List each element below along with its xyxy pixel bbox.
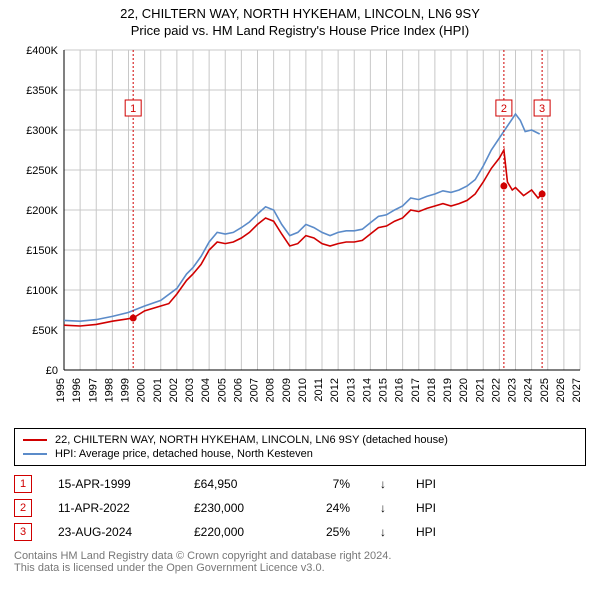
svg-text:2000: 2000 [136, 378, 148, 402]
event-price: £230,000 [194, 501, 284, 515]
svg-text:2004: 2004 [200, 378, 212, 402]
event-price: £220,000 [194, 525, 284, 539]
svg-text:2018: 2018 [426, 378, 438, 402]
chart-area: £0 £50K £100K £150K £200K £250K £300K £350K £400… [10, 40, 590, 420]
event-row: 1 15-APR-1999 £64,950 7% ↓ HPI [14, 472, 586, 496]
event-marker-icon: 2 [14, 499, 32, 517]
svg-text:2019: 2019 [442, 378, 454, 402]
svg-text:2015: 2015 [378, 378, 390, 402]
event-pct: 25% [310, 525, 350, 539]
event-suffix: HPI [416, 525, 436, 539]
svg-text:2012: 2012 [329, 378, 341, 402]
svg-text:2024: 2024 [523, 378, 535, 402]
svg-text:2020: 2020 [458, 378, 470, 402]
title-sub: Price paid vs. HM Land Registry's House … [10, 23, 590, 38]
svg-text:1996: 1996 [71, 378, 83, 402]
svg-text:1998: 1998 [103, 378, 115, 402]
svg-text:2021: 2021 [474, 378, 486, 402]
svg-text:3: 3 [539, 103, 545, 115]
svg-text:2003: 2003 [184, 378, 196, 402]
chart-container: 22, CHILTERN WAY, NORTH HYKEHAM, LINCOLN… [0, 0, 600, 574]
event-suffix: HPI [416, 501, 436, 515]
footer-line2: This data is licensed under the Open Gov… [14, 562, 586, 574]
event-row: 2 11-APR-2022 £230,000 24% ↓ HPI [14, 496, 586, 520]
down-arrow-icon: ↓ [376, 525, 390, 539]
svg-text:£300K: £300K [26, 125, 58, 137]
svg-text:2017: 2017 [410, 378, 422, 402]
down-arrow-icon: ↓ [376, 477, 390, 491]
svg-text:1: 1 [130, 103, 136, 115]
event-date: 11-APR-2022 [58, 501, 168, 515]
svg-text:£0: £0 [46, 365, 58, 377]
legend-box: 22, CHILTERN WAY, NORTH HYKEHAM, LINCOLN… [14, 428, 586, 466]
svg-text:2009: 2009 [281, 378, 293, 402]
event-pct: 7% [310, 477, 350, 491]
legend-row: HPI: Average price, detached house, Nort… [23, 447, 577, 461]
svg-text:1995: 1995 [55, 378, 67, 402]
svg-text:2016: 2016 [394, 378, 406, 402]
svg-text:2022: 2022 [490, 378, 502, 402]
svg-text:2001: 2001 [152, 378, 164, 402]
event-marker-icon: 1 [14, 475, 32, 493]
legend-row: 22, CHILTERN WAY, NORTH HYKEHAM, LINCOLN… [23, 433, 577, 447]
svg-text:1999: 1999 [120, 378, 132, 402]
event-pct: 24% [310, 501, 350, 515]
events-table: 1 15-APR-1999 £64,950 7% ↓ HPI 2 11-APR-… [14, 472, 586, 544]
legend-swatch-hpi [23, 453, 47, 455]
svg-text:£350K: £350K [26, 85, 58, 97]
event-price: £64,950 [194, 477, 284, 491]
legend-label: 22, CHILTERN WAY, NORTH HYKEHAM, LINCOLN… [55, 434, 448, 446]
svg-text:2013: 2013 [345, 378, 357, 402]
svg-text:2007: 2007 [249, 378, 261, 402]
down-arrow-icon: ↓ [376, 501, 390, 515]
svg-text:£50K: £50K [32, 325, 58, 337]
svg-text:2010: 2010 [297, 378, 309, 402]
svg-text:2008: 2008 [265, 378, 277, 402]
event-date: 15-APR-1999 [58, 477, 168, 491]
legend-label: HPI: Average price, detached house, Nort… [55, 448, 313, 460]
title-main: 22, CHILTERN WAY, NORTH HYKEHAM, LINCOLN… [10, 6, 590, 21]
footer-line1: Contains HM Land Registry data © Crown c… [14, 550, 586, 562]
svg-text:£200K: £200K [26, 205, 58, 217]
svg-text:£150K: £150K [26, 245, 58, 257]
svg-text:2: 2 [501, 103, 507, 115]
svg-text:2023: 2023 [507, 378, 519, 402]
svg-text:2002: 2002 [168, 378, 180, 402]
event-date: 23-AUG-2024 [58, 525, 168, 539]
svg-text:2026: 2026 [555, 378, 567, 402]
chart-svg: £0 £50K £100K £150K £200K £250K £300K £350K £400… [10, 40, 590, 420]
event-marker-icon: 3 [14, 523, 32, 541]
title-block: 22, CHILTERN WAY, NORTH HYKEHAM, LINCOLN… [0, 0, 600, 40]
svg-text:2014: 2014 [361, 378, 373, 402]
svg-text:2011: 2011 [313, 378, 325, 402]
svg-text:2027: 2027 [571, 378, 583, 402]
svg-text:2005: 2005 [216, 378, 228, 402]
svg-text:£100K: £100K [26, 285, 58, 297]
footer-attribution: Contains HM Land Registry data © Crown c… [14, 550, 586, 574]
legend-swatch-property [23, 439, 47, 441]
event-suffix: HPI [416, 477, 436, 491]
svg-text:£250K: £250K [26, 165, 58, 177]
svg-text:£400K: £400K [26, 45, 58, 57]
svg-text:2006: 2006 [232, 378, 244, 402]
svg-text:2025: 2025 [539, 378, 551, 402]
event-row: 3 23-AUG-2024 £220,000 25% ↓ HPI [14, 520, 586, 544]
svg-text:1997: 1997 [87, 378, 99, 402]
